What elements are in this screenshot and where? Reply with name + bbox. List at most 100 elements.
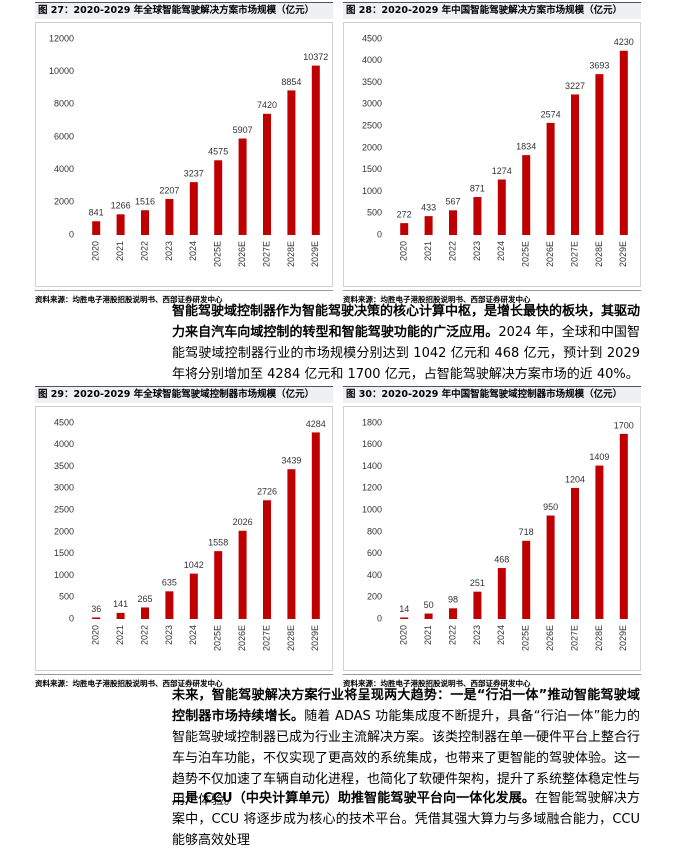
y-tick-label: 3000 — [362, 99, 382, 109]
y-tick-label: 1600 — [362, 439, 382, 449]
y-tick-label: 500 — [367, 208, 382, 218]
bar — [141, 607, 149, 619]
y-tick-label: 2500 — [362, 120, 382, 130]
value-label: 950 — [543, 502, 558, 512]
figure-title: 图 27：2020-2029 年全球智能驾驶解决方案市场规模（亿元） — [35, 2, 333, 19]
bar — [595, 465, 604, 619]
paragraph: 未来，智能驾驶解决方案行业将呈现两大趋势：一是“行泊一体”推动智能驾驶域控制器市… — [172, 685, 640, 811]
y-tick-label: 2000 — [54, 526, 74, 536]
bar — [92, 221, 101, 235]
bar — [116, 214, 125, 235]
bar — [522, 540, 531, 619]
y-tick-label: 0 — [377, 613, 382, 623]
value-label: 1042 — [184, 560, 204, 570]
bar — [287, 469, 296, 619]
value-label: 272 — [397, 210, 412, 220]
bold-text: 二是 CCU（中央计算单元）助推智能驾驶平台向一体化发展。 — [172, 791, 535, 806]
x-tick-label: 2024 — [496, 241, 506, 261]
y-tick-label: 4500 — [54, 417, 74, 427]
chart: 0 500 1000 1500 2000 2500 3000 3500 4000 4500 2020… — [35, 406, 333, 671]
bar — [311, 432, 320, 619]
x-tick-label: 2027E — [569, 625, 579, 651]
figure-title: 图 30：2020-2029 年中国智能驾驶域控制器市场规模（亿元） — [343, 386, 641, 403]
bar — [214, 160, 223, 235]
bar — [546, 515, 555, 619]
x-tick-label: 2029E — [618, 625, 628, 651]
y-tick-label: 3500 — [362, 77, 382, 87]
bar — [449, 608, 457, 619]
x-tick-label: 2022 — [139, 625, 149, 645]
bar — [141, 210, 149, 235]
y-tick-label: 4500 — [362, 33, 382, 43]
bar — [189, 573, 198, 619]
x-tick-label: 2026E — [545, 241, 555, 267]
value-label: 2574 — [541, 109, 561, 119]
value-label: 3693 — [589, 61, 609, 71]
value-label: 36 — [91, 604, 101, 614]
bar — [238, 138, 247, 235]
x-tick-label: 2024 — [188, 625, 198, 645]
y-tick-label: 2000 — [362, 142, 382, 152]
x-tick-label: 2020 — [399, 241, 409, 261]
value-label: 2026 — [233, 517, 253, 527]
x-tick-label: 2021 — [423, 241, 433, 261]
bar — [571, 487, 579, 619]
x-tick-label: 2021 — [115, 625, 125, 645]
x-tick-label: 2027E — [569, 241, 579, 267]
page: 图 27：2020-2029 年全球智能驾驶解决方案市场规模（亿元） 0 2000… — [35, 2, 641, 848]
y-tick-label: 12000 — [49, 33, 74, 43]
value-label: 841 — [89, 208, 104, 218]
figure: 图 29：2020-2029 年全球智能驾驶域控制器市场规模（亿元） 0 500 1… — [35, 386, 333, 689]
value-label: 1204 — [565, 474, 585, 484]
x-tick-label: 2023 — [472, 625, 482, 645]
y-tick-label: 600 — [367, 548, 382, 558]
value-label: 635 — [162, 578, 177, 588]
value-label: 1700 — [614, 420, 634, 430]
x-tick-label: 2022 — [139, 241, 149, 261]
value-label: 1834 — [516, 141, 536, 151]
y-tick-label: 3500 — [54, 461, 74, 471]
bar — [238, 530, 247, 619]
value-label: 3439 — [281, 456, 301, 466]
y-tick-label: 4000 — [54, 439, 74, 449]
y-tick-label: 1500 — [54, 548, 74, 558]
y-tick-label: 3000 — [54, 483, 74, 493]
value-label: 1274 — [492, 166, 512, 176]
y-tick-label: 400 — [367, 570, 382, 580]
x-tick-label: 2021 — [423, 625, 433, 645]
figure-source: 资料来源：均胜电子港股招股说明书、西部证券研发中心 — [343, 290, 641, 305]
bar — [619, 50, 628, 235]
x-tick-label: 2023 — [472, 241, 482, 261]
x-tick-label: 2025E — [213, 241, 223, 267]
bar — [424, 216, 433, 235]
text: 随着 ADAS 功能集成度不断提升，具备“行泊一体”能力的智能驾驶域控制器已成为… — [172, 709, 641, 808]
bar — [546, 122, 555, 235]
value-label: 2726 — [257, 487, 277, 497]
x-tick-label: 2028E — [594, 625, 604, 651]
value-label: 3237 — [184, 169, 204, 179]
bar — [263, 500, 271, 619]
bar — [522, 155, 531, 235]
x-tick-label: 2029E — [310, 241, 320, 267]
x-tick-label: 2025E — [521, 625, 531, 651]
chart: 0 500 1000 1500 2000 2500 3000 3500 4000 4500 2020… — [343, 22, 641, 287]
figure-title: 图 29：2020-2029 年全球智能驾驶域控制器市场规模（亿元） — [35, 386, 333, 403]
bar — [449, 210, 457, 235]
x-tick-label: 2028E — [594, 241, 604, 267]
x-tick-label: 2026E — [545, 625, 555, 651]
x-tick-label: 2022 — [447, 625, 457, 645]
value-label: 871 — [470, 183, 485, 193]
value-label: 251 — [470, 578, 485, 588]
bar — [214, 551, 223, 619]
x-tick-label: 2027E — [261, 241, 271, 267]
chart: 0 200 400 600 800 1000 1200 1400 1600 1800 2020 14 2… — [343, 406, 641, 671]
y-tick-label: 500 — [59, 592, 74, 602]
x-tick-label: 2026E — [237, 241, 247, 267]
value-label: 433 — [421, 203, 436, 213]
y-tick-label: 0 — [377, 229, 382, 239]
figure: 图 30：2020-2029 年中国智能驾驶域控制器市场规模（亿元） 0 200 4… — [343, 386, 641, 689]
x-tick-label: 2022 — [447, 241, 457, 261]
value-label: 141 — [113, 599, 128, 609]
x-tick-label: 2026E — [237, 625, 247, 651]
chart: 0 2000 4000 6000 8000 10000 12000 2020 841 2021 12… — [35, 22, 333, 287]
